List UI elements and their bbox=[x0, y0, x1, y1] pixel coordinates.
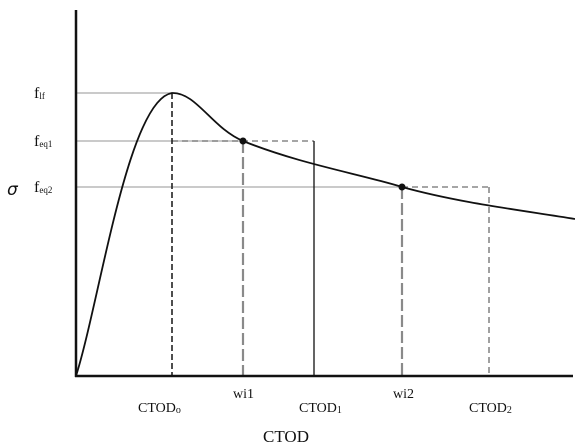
wi2-point bbox=[398, 183, 406, 191]
flf-label: flf bbox=[34, 85, 45, 102]
wi1-point bbox=[239, 137, 247, 145]
x-axis-label: CTOD bbox=[263, 427, 309, 446]
ctod2-label: CTOD2 bbox=[469, 401, 512, 416]
wi1-label: wi1 bbox=[233, 387, 254, 402]
ctod1-label: CTOD1 bbox=[299, 401, 342, 416]
feq1-label: feq1 bbox=[34, 133, 52, 150]
feq2-label: feq2 bbox=[34, 179, 52, 196]
y-axis-symbol: σ bbox=[7, 180, 19, 200]
ctod0-label: CTODo bbox=[138, 401, 181, 416]
stress-ctod-curve bbox=[75, 92, 575, 377]
wi2-label: wi2 bbox=[393, 387, 414, 402]
